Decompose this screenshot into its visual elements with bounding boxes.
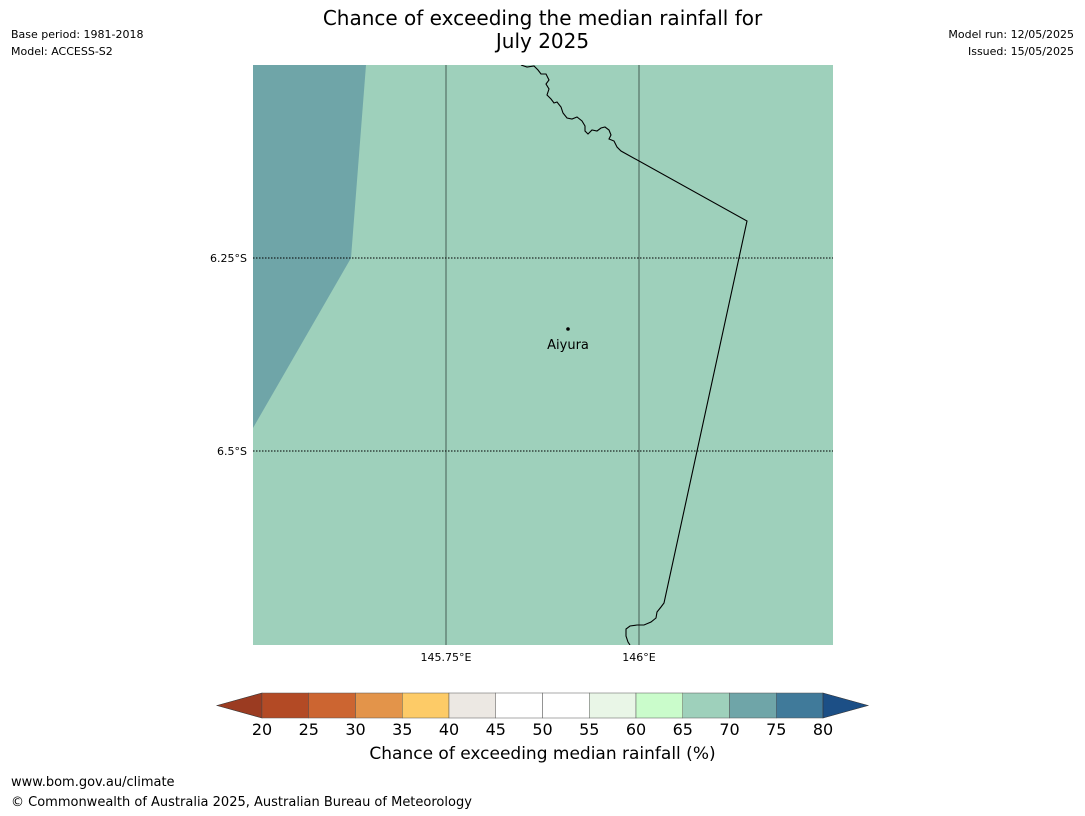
colorbar-tick-label: 70 — [719, 720, 739, 739]
footer-copyright: © Commonwealth of Australia 2025, Austra… — [11, 795, 472, 810]
colorbar-swatch — [355, 692, 403, 719]
colorbar-tick-label: 20 — [252, 720, 272, 739]
colorbar-tick-label: 65 — [673, 720, 693, 739]
colorbar-tick-label: 45 — [486, 720, 506, 739]
lon-label-145-75: 145.75°E — [421, 651, 472, 664]
meta-left: Base period: 1981-2018 Model: ACCESS-S2 — [11, 26, 143, 60]
issued-date: Issued: 15/05/2025 — [967, 45, 1074, 58]
colorbar-tick-label: 55 — [579, 720, 599, 739]
colorbar-swatch — [261, 692, 309, 719]
place-marker — [566, 327, 570, 331]
band-70-75-region — [253, 65, 366, 428]
colorbar-swatches — [215, 692, 870, 719]
colorbar-extend-low — [215, 692, 263, 719]
colorbar-ticks: 20 25 30 35 40 45 50 55 60 65 70 75 80 — [252, 720, 833, 739]
colorbar-swatch — [776, 692, 824, 719]
colorbar-swatch — [542, 692, 590, 719]
title-line-1: Chance of exceeding the median rainfall … — [322, 6, 763, 30]
base-period: Base period: 1981-2018 — [11, 28, 144, 41]
lat-label-6-25: 6.25°S — [210, 252, 247, 265]
colorbar-swatch — [729, 692, 777, 719]
colorbar-swatch — [589, 692, 637, 719]
footer-url: www.bom.gov.au/climate — [11, 775, 175, 790]
colorbar-swatch — [308, 692, 356, 719]
colorbar-tick-label: 50 — [532, 720, 552, 739]
map-title: Chance of exceeding the median rainfall … — [0, 7, 1085, 53]
colorbar-tick-label: 30 — [345, 720, 365, 739]
province-boundary — [520, 65, 748, 645]
map: Aiyura 6.25°S 6.5°S 145.75°E 146°E — [210, 65, 833, 664]
colorbar-swatch — [635, 692, 683, 719]
colorbar-title: Chance of exceeding median rainfall (%) — [369, 744, 716, 764]
title-line-2: July 2025 — [495, 29, 590, 53]
colorbar-swatch — [682, 692, 730, 719]
model-name: Model: ACCESS-S2 — [11, 45, 113, 58]
colorbar-tick-label: 25 — [299, 720, 319, 739]
colorbar: 20 25 30 35 40 45 50 55 60 65 70 75 80 — [215, 692, 870, 739]
meta-right: Model run: 12/05/2025 Issued: 15/05/2025 — [948, 26, 1074, 60]
colorbar-tick-label: 60 — [626, 720, 646, 739]
colorbar-tick-label: 75 — [766, 720, 786, 739]
colorbar-swatch — [402, 692, 450, 719]
colorbar-extend-high — [822, 692, 870, 719]
colorbar-tick-label: 80 — [813, 720, 833, 739]
model-run-date: Model run: 12/05/2025 — [948, 28, 1074, 41]
colorbar-tick-label: 40 — [439, 720, 459, 739]
colorbar-swatch — [495, 692, 543, 719]
place-label: Aiyura — [547, 338, 589, 353]
colorbar-swatch — [448, 692, 496, 719]
lon-label-146: 146°E — [622, 651, 655, 664]
colorbar-tick-label: 35 — [392, 720, 412, 739]
lat-label-6-5: 6.5°S — [217, 445, 247, 458]
